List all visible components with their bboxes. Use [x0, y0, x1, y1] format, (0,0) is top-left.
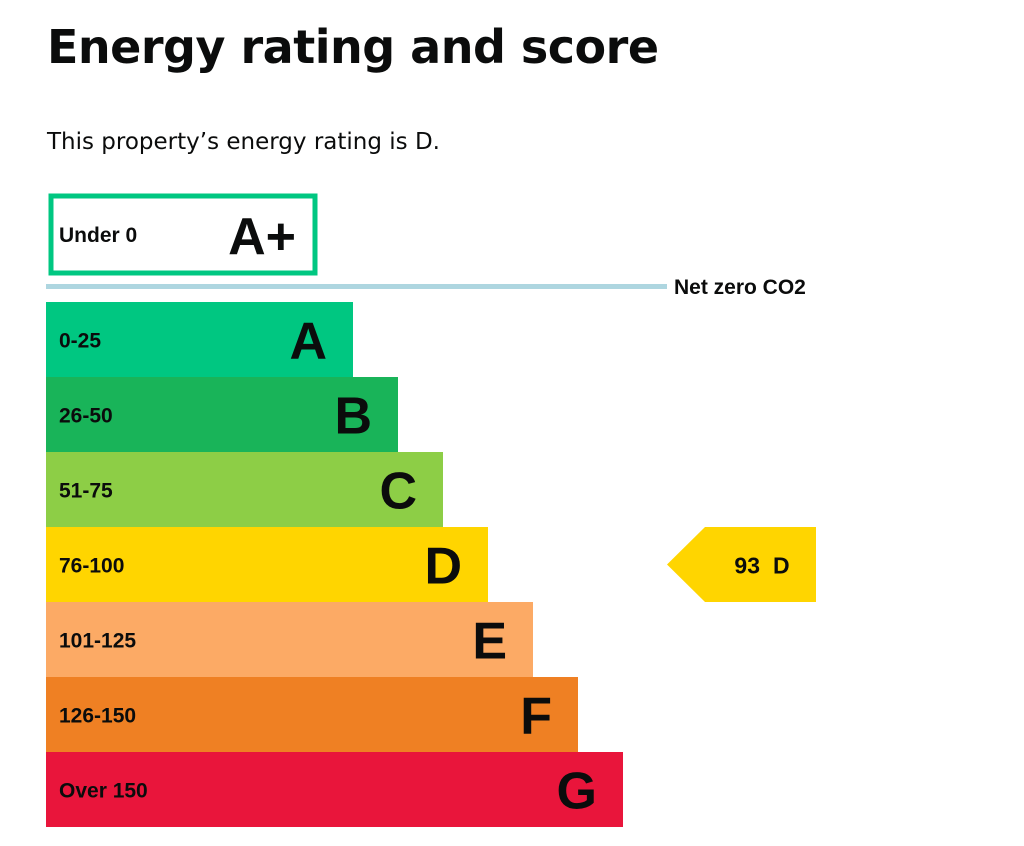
band-letter-d: D [424, 538, 462, 596]
band-range-c: 51-75 [59, 480, 113, 503]
page-title: Energy rating and score [47, 20, 659, 74]
band-letter-c: C [379, 463, 417, 521]
band-letter-a: A [289, 313, 327, 371]
band-letter-a-plus: A+ [228, 208, 296, 266]
band-d [46, 527, 488, 602]
band-b [46, 377, 398, 452]
band-range-a-plus: Under 0 [59, 224, 137, 247]
rating-summary: This property’s energy rating is D. [47, 129, 440, 155]
net-zero-label: Net zero CO2 [674, 276, 806, 299]
band-range-g: Over 150 [59, 780, 148, 803]
band-e [46, 602, 533, 677]
current-rating-arrow [667, 527, 816, 602]
band-range-f: 126-150 [59, 705, 136, 728]
band-letter-g: G [557, 763, 597, 821]
band-range-b: 26-50 [59, 405, 113, 428]
band-a [46, 302, 353, 377]
band-a-plus [48, 193, 318, 276]
band-range-a: 0-25 [59, 330, 101, 353]
net-zero-line [46, 284, 667, 289]
band-range-d: 76-100 [59, 555, 124, 578]
current-score: 93 [734, 553, 760, 579]
band-c [46, 452, 443, 527]
band-g [46, 752, 623, 827]
band-range-e: 101-125 [59, 630, 136, 653]
band-letter-b: B [334, 388, 372, 446]
band-letter-f: F [520, 688, 552, 746]
band-letter-e: E [472, 613, 507, 671]
current-rating-letter: D [773, 553, 790, 579]
band-f [46, 677, 578, 752]
